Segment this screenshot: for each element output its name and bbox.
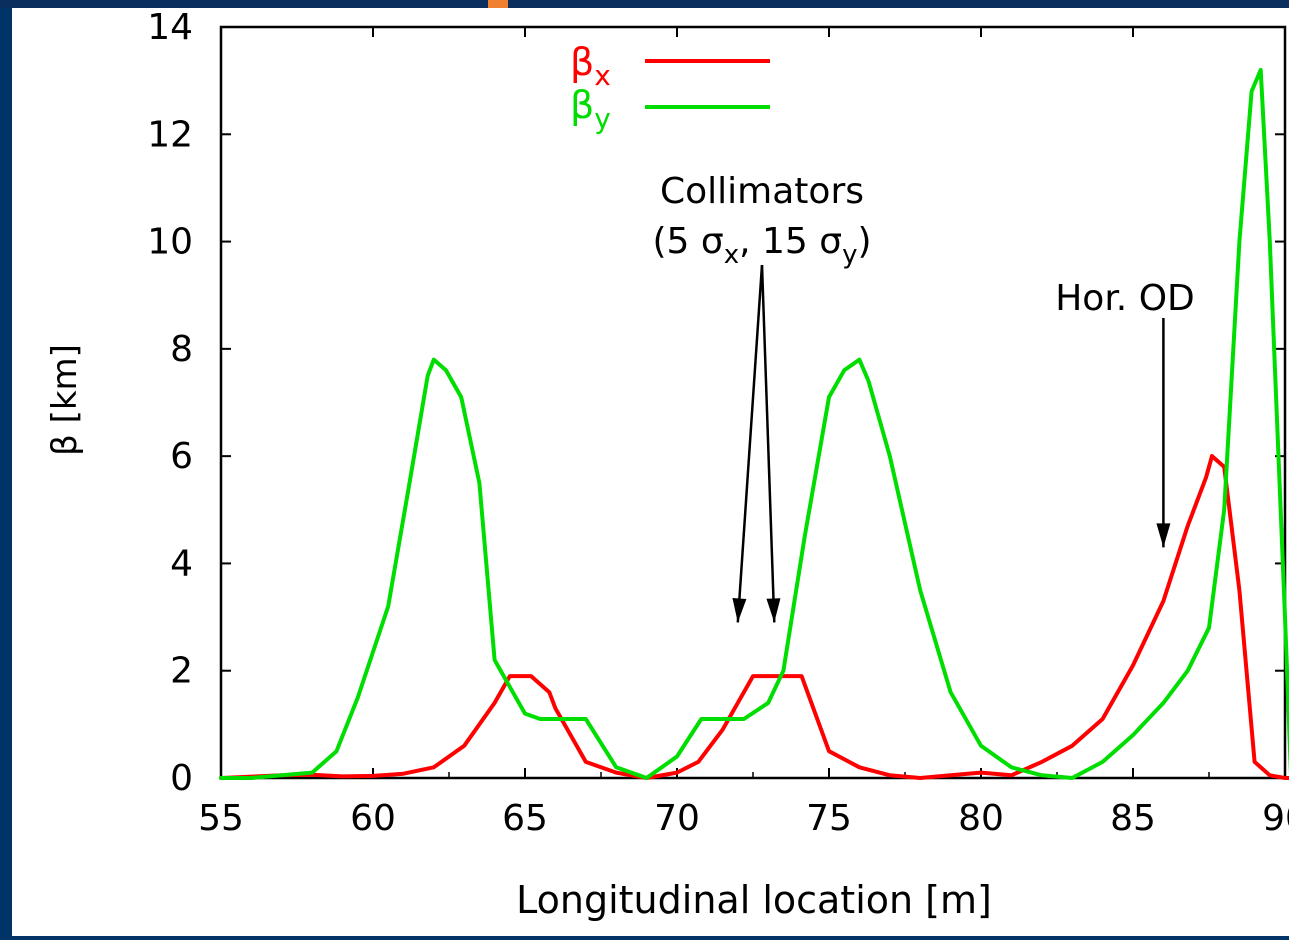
- y-axis-label: β [km]: [45, 344, 85, 456]
- legend: βx βy: [570, 40, 770, 135]
- hor-od-annotation: Hor. OD: [1055, 278, 1195, 548]
- y-tick-label: 8: [170, 329, 193, 370]
- collimator-arrow: [732, 264, 764, 623]
- x-tick-label: 75: [806, 798, 852, 839]
- collimators-annotation: Collimators (5 σx, 15 σy): [652, 171, 872, 623]
- collimators-label: Collimators: [660, 171, 864, 212]
- series-layer: [219, 67, 1289, 780]
- x-tick-label: 70: [654, 798, 700, 839]
- hor-od-arrow: [1156, 318, 1171, 548]
- x-tick-label: 90: [1262, 798, 1289, 839]
- x-tick-label: 65: [502, 798, 548, 839]
- series-line-beta-x: [219, 454, 1289, 780]
- legend-label-beta-y: βy: [570, 83, 611, 135]
- x-tick-label: 85: [1110, 798, 1156, 839]
- x-tick-label: 80: [958, 798, 1004, 839]
- y-tick-label: 12: [147, 114, 193, 155]
- legend-entry-beta-x: βx: [570, 40, 770, 92]
- legend-entry-beta-y: βy: [570, 83, 770, 135]
- y-tick-label: 4: [170, 543, 193, 584]
- x-tick-label: 55: [198, 798, 244, 839]
- chart-panel: [12, 8, 1289, 936]
- y-tick-label: 14: [147, 7, 193, 48]
- x-tick-label: 60: [350, 798, 396, 839]
- y-tick-label: 10: [147, 222, 193, 263]
- y-tick-label: 6: [170, 436, 193, 477]
- legend-symbol: β: [570, 83, 594, 127]
- collimator-arrow: [760, 264, 781, 623]
- y-tick-label: 2: [170, 651, 193, 692]
- hor-od-arrow-line: [1156, 318, 1171, 548]
- legend-label-beta-x: βx: [570, 40, 611, 92]
- collimator-arrows: [732, 264, 781, 623]
- axes: 55 60 65 70 75 80 85 90 0 2 4 6 8 10 12 14: [147, 7, 1289, 839]
- legend-subscript: y: [594, 102, 611, 135]
- legend-subscript: x: [594, 59, 611, 92]
- accent-mark: [488, 0, 508, 8]
- series-line-beta-y: [219, 67, 1289, 780]
- top-accent-bar: [0, 0, 1289, 8]
- y-tick-label: 0: [170, 758, 193, 799]
- collimators-detail: (5 σx, 15 σy): [652, 221, 871, 270]
- legend-symbol: β: [570, 40, 594, 84]
- hor-od-label: Hor. OD: [1055, 278, 1195, 319]
- x-axis-label: Longitudinal location [m]: [516, 878, 992, 922]
